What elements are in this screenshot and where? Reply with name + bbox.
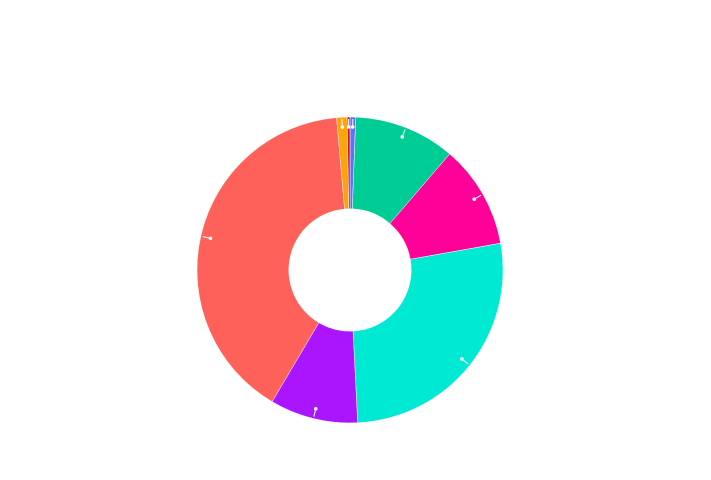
leader-dot — [313, 407, 318, 411]
leader-dot — [400, 135, 405, 139]
leader-dot — [460, 357, 464, 361]
leader-dot — [472, 197, 477, 201]
leader-dot — [350, 125, 355, 129]
leader-dot — [340, 125, 345, 130]
slice — [196, 117, 345, 403]
slice — [352, 242, 504, 424]
leader-dot — [346, 125, 351, 129]
leader-dot — [208, 236, 213, 241]
slice — [346, 116, 351, 210]
